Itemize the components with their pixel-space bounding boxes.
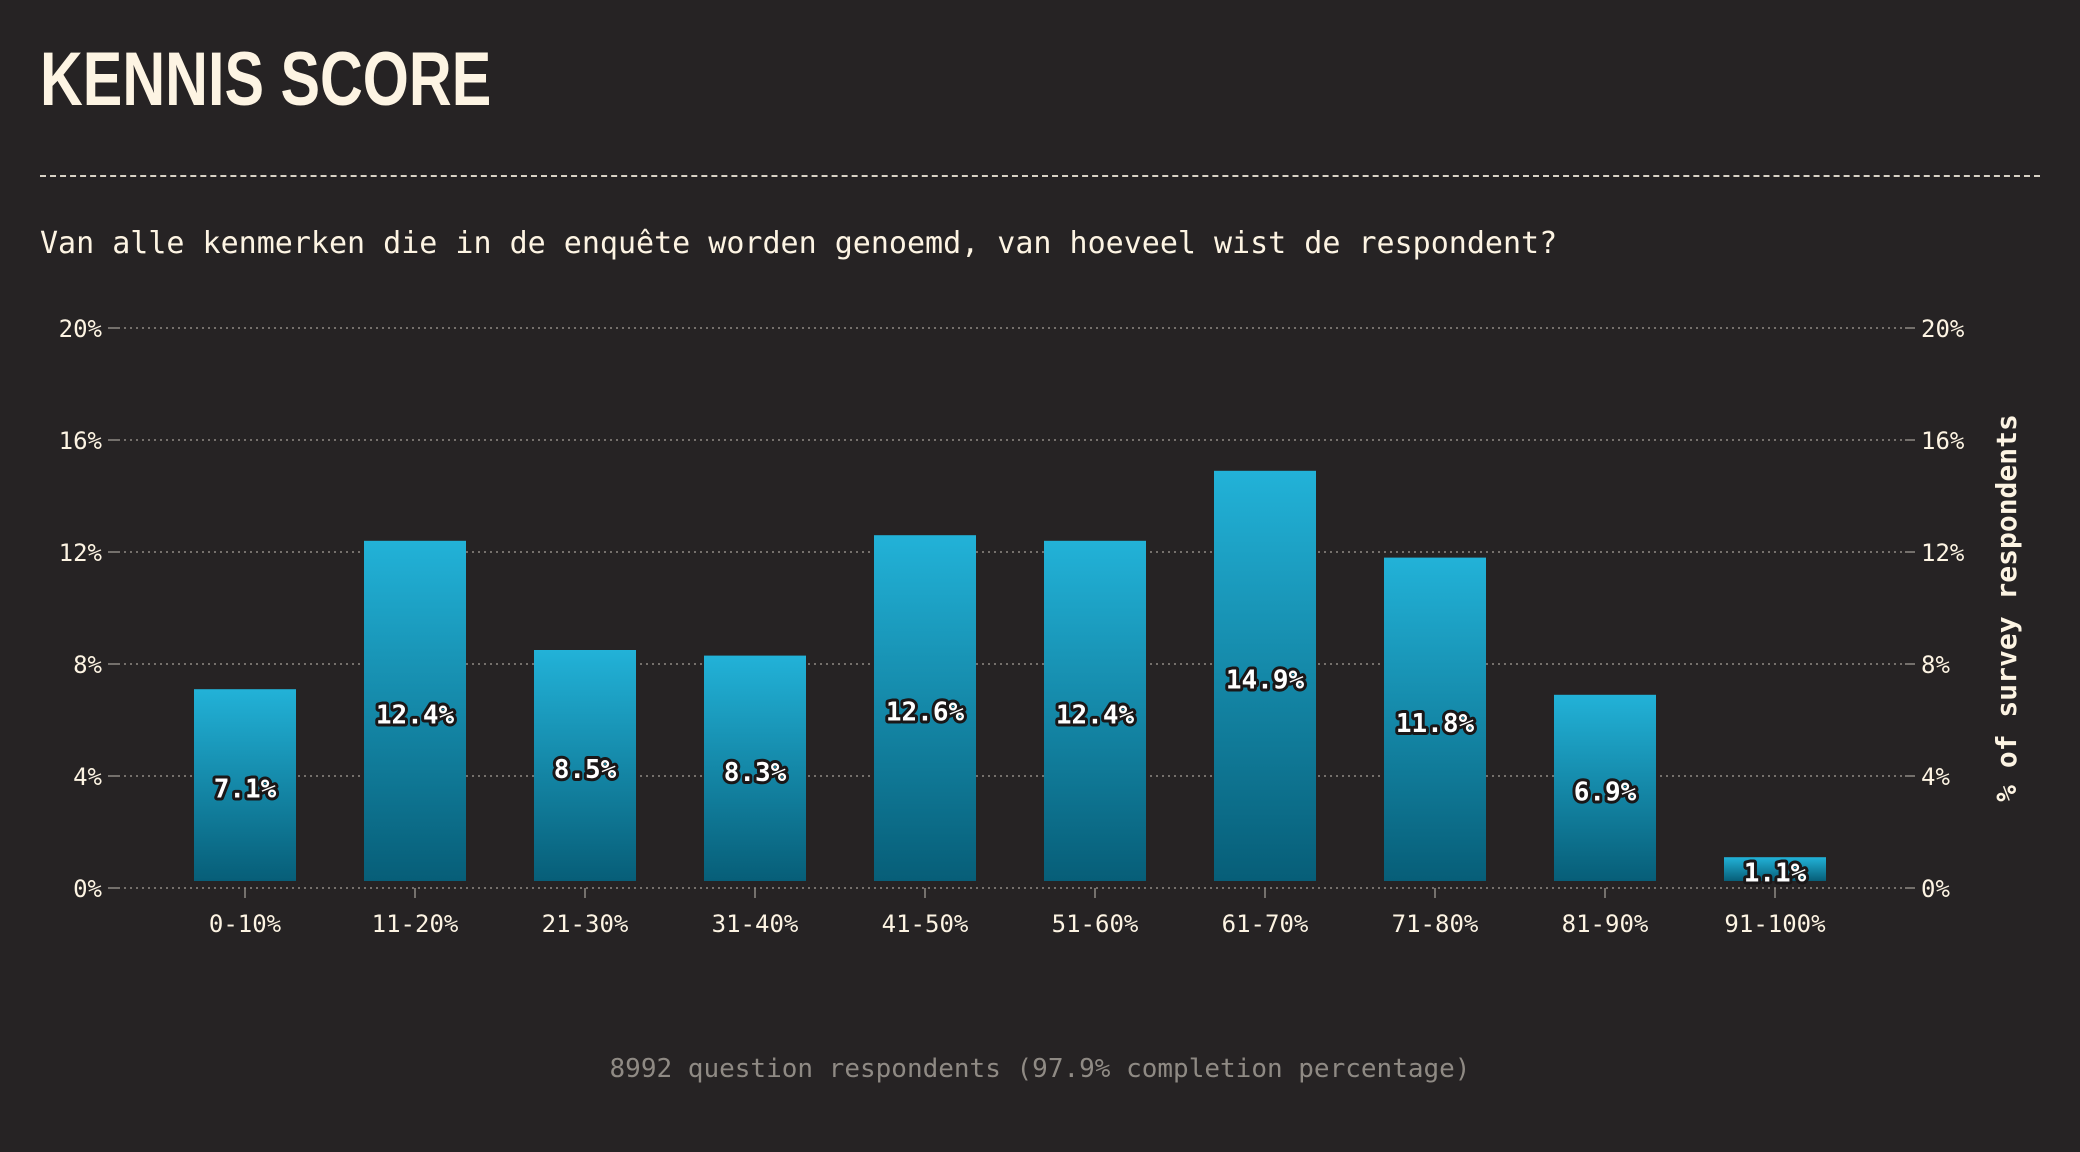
- respondents-note: 8992 question respondents (97.9% complet…: [609, 1054, 1471, 1084]
- bar-value-label: 8.3%: [724, 758, 787, 788]
- bar: [194, 689, 296, 881]
- bar: [874, 535, 976, 881]
- y2-tick-label: 8%: [1921, 651, 1950, 679]
- bar-value-label: 11.8%: [1396, 709, 1475, 739]
- value-labels: 7.1% 12.4% 8.5% 8.3% 12.6% 12.4% 14.9% 11.8% 6.9…: [211, 662, 1810, 891]
- bar-value-label: 12.6%: [886, 698, 965, 728]
- axes: 0% 0% 4% 4% 8% 8% 12% 12% 16% 16% 20% 20% 0-10% 11-20…: [59, 315, 2023, 938]
- y2-axis-label: % of survey respondents: [1990, 414, 2023, 802]
- x-tick-label: 51-60%: [1052, 910, 1139, 938]
- x-tick-label: 41-50%: [882, 910, 969, 938]
- bar: [1384, 557, 1486, 881]
- y2-tick-label: 0%: [1921, 875, 1950, 903]
- bar-value-label: 14.9%: [1226, 665, 1305, 695]
- y-tick-label: 20%: [59, 315, 103, 343]
- x-tick-label: 11-20%: [372, 910, 459, 938]
- title-divider: [40, 175, 2040, 177]
- y2-tick-label: 4%: [1921, 763, 1950, 791]
- x-tick-label: 71-80%: [1392, 910, 1479, 938]
- y-tick-label: 8%: [73, 651, 102, 679]
- y2-tick-label: 20%: [1921, 315, 1965, 343]
- bars: [194, 470, 1826, 881]
- y2-tick-label: 16%: [1921, 427, 1965, 455]
- y-tick-label: 0%: [73, 875, 102, 903]
- y-tick-label: 4%: [73, 763, 102, 791]
- bar-value-label: 7.1%: [214, 775, 277, 805]
- bar: [1724, 857, 1826, 881]
- bar: [1554, 694, 1656, 881]
- x-tick-label: 0-10%: [209, 910, 282, 938]
- y-tick-label: 16%: [59, 427, 103, 455]
- chart-title: KENNIS SCORE: [40, 37, 492, 122]
- chart-subtitle: Van alle kenmerken die in de enquête wor…: [40, 226, 1558, 261]
- x-tick-label: 31-40%: [712, 910, 799, 938]
- x-tick-label: 61-70%: [1222, 910, 1309, 938]
- bar: [704, 655, 806, 881]
- bar: [364, 540, 466, 881]
- bar-value-label: 12.4%: [1056, 700, 1135, 730]
- bar-value-label: 1.1%: [1744, 859, 1807, 889]
- y-tick-label: 12%: [59, 539, 103, 567]
- bar: [534, 650, 636, 881]
- x-tick-label: 21-30%: [542, 910, 629, 938]
- bar: [1044, 540, 1146, 881]
- bar: [1214, 470, 1316, 881]
- y2-tick-label: 12%: [1921, 539, 1965, 567]
- x-tick-label: 81-90%: [1562, 910, 1649, 938]
- bar-value-label: 12.4%: [376, 700, 455, 730]
- bar-value-label: 8.5%: [554, 755, 617, 785]
- x-tick-label: 91-100%: [1724, 910, 1826, 938]
- bar-value-label: 6.9%: [1574, 777, 1637, 807]
